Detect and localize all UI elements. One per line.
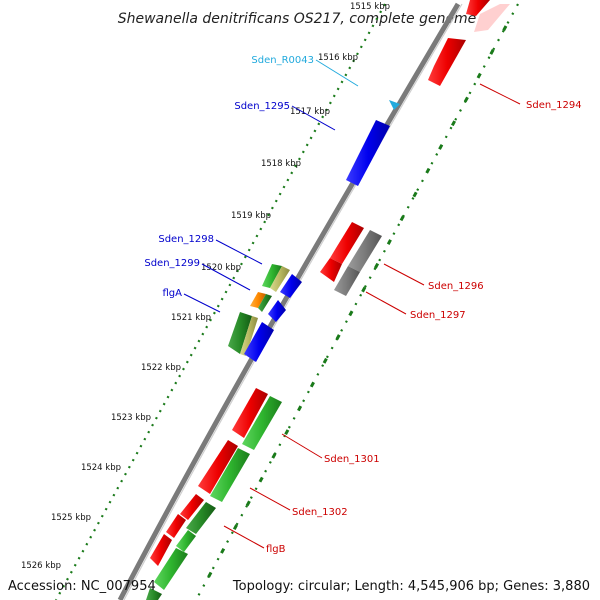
gene-features — [146, 0, 510, 600]
kbp-tick-label: 1521 kbp — [171, 313, 211, 323]
gene-label-sden-1294[interactable]: Sden_1294 — [526, 100, 582, 111]
gene-label-sden-1302[interactable]: Sden_1302 — [292, 507, 348, 518]
kbp-tick-label: 1520 kbp — [201, 263, 241, 273]
gene-block-green-long[interactable] — [228, 312, 252, 354]
gene-label-sden-1298[interactable]: Sden_1298 — [158, 234, 214, 245]
kbp-tick-label: 1523 kbp — [111, 413, 151, 423]
gene-block-sden-1295[interactable] — [346, 120, 390, 186]
gene-label-flga[interactable]: flgA — [163, 288, 183, 299]
gene-block-sden-1299[interactable] — [280, 274, 302, 298]
gene-block-red-4[interactable] — [166, 514, 186, 538]
kbp-tick-label: 1525 kbp — [51, 513, 91, 523]
gene-label-sden-r0043[interactable]: Sden_R0043 — [251, 55, 314, 66]
gene-block-sden-1297[interactable] — [348, 230, 382, 272]
gene-block-olive-long[interactable] — [240, 316, 258, 356]
gene-label-sden-1297[interactable]: Sden_1297 — [410, 310, 466, 321]
gene-block-sden-1298[interactable] — [262, 264, 282, 288]
outer-tick-track — [55, 3, 386, 600]
gene-block-green-5[interactable] — [154, 548, 188, 590]
kbp-ruler: 1515 kbp 1516 kbp 1517 kbp 1518 kbp 1519 kbp… — [21, 2, 390, 571]
gene-block-sden-1298b[interactable] — [270, 266, 290, 292]
gene-block-sden-1296[interactable] — [330, 222, 364, 264]
gene-block-sden-1296b[interactable] — [320, 258, 342, 282]
gene-block-green-3[interactable] — [186, 502, 216, 534]
gene-block-flga[interactable] — [250, 292, 266, 308]
gene-label-sden-1301[interactable]: Sden_1301 — [324, 454, 380, 465]
kbp-tick-label: 1522 kbp — [141, 363, 181, 373]
gene-label-sden-1299[interactable]: Sden_1299 — [144, 258, 200, 269]
gene-label-sden-1295[interactable]: Sden_1295 — [234, 101, 290, 112]
gene-block-sden-1294[interactable] — [428, 38, 466, 86]
topology-text: Topology: circular; Length: 4,545,906 bp… — [232, 579, 590, 594]
map-title: Shewanella denitrificans OS217, complete… — [118, 11, 477, 27]
genome-backbone — [117, 2, 461, 600]
gene-block-sden-1302[interactable] — [210, 448, 250, 502]
gene-label-flgb[interactable]: flgB — [266, 544, 286, 555]
kbp-tick-label: 1526 kbp — [21, 561, 61, 571]
accession-text: Accession: NC_007954 — [8, 579, 156, 594]
kbp-tick-label: 1524 kbp — [81, 463, 121, 473]
gene-block-flgb[interactable] — [176, 530, 196, 552]
gene-block-green-6[interactable] — [146, 588, 162, 600]
gene-block-red-3[interactable] — [180, 494, 204, 520]
kbp-tick-label: 1515 kbp — [350, 2, 390, 12]
gene-label-sden-1296[interactable]: Sden_1296 — [428, 281, 484, 292]
kbp-tick-label: 1519 kbp — [231, 211, 271, 221]
gene-block-red-2[interactable] — [198, 440, 238, 494]
gene-block-flga-b[interactable] — [258, 294, 272, 312]
kbp-tick-label: 1516 kbp — [318, 53, 358, 63]
gene-block-faded — [474, 4, 510, 32]
gene-block-sden-r0043[interactable] — [389, 100, 400, 110]
gene-block-red-5[interactable] — [150, 534, 172, 566]
gene-block-blue-small[interactable] — [268, 300, 286, 322]
gene-block-blue-long[interactable] — [244, 322, 274, 362]
gene-block[interactable] — [466, 0, 490, 16]
gene-block-sden-1301[interactable] — [242, 396, 282, 450]
inner-tick-track — [195, 3, 519, 600]
kbp-tick-label: 1517 kbp — [290, 107, 330, 117]
gene-block-sden-1301-red[interactable] — [232, 388, 268, 438]
gene-block-sden-1297b[interactable] — [334, 266, 360, 296]
kbp-tick-label: 1518 kbp — [261, 159, 301, 169]
label-leaders — [183, 59, 521, 549]
